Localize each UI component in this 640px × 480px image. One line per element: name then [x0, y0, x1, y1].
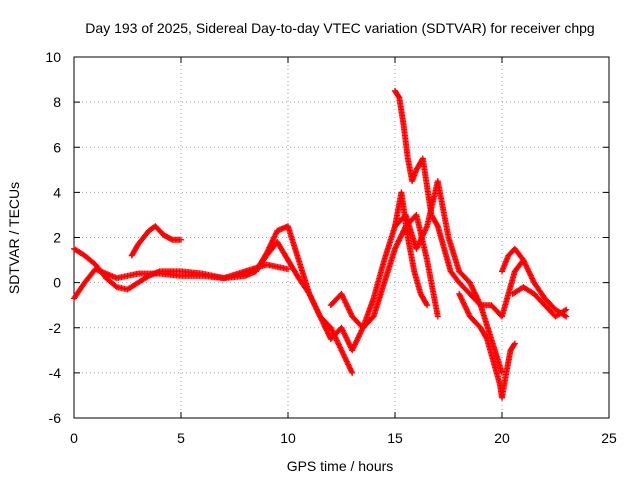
axis-ticks: 0 5 10 15 20 25 -6 -4 -2 0 2 4 6 8 10: [45, 49, 617, 446]
data-point: [112, 283, 119, 290]
x-tick-label: 5: [177, 430, 185, 446]
y-tick-label: -6: [49, 410, 62, 426]
y-tick-label: -2: [49, 320, 62, 336]
data-point: [561, 312, 568, 319]
data-point: [511, 341, 518, 348]
y-tick-label: 0: [53, 275, 61, 291]
x-axis-label: GPS time / hours: [287, 458, 394, 474]
data-point: [285, 266, 291, 273]
data-point: [563, 313, 570, 320]
data-point: [434, 221, 441, 228]
data-points: [71, 87, 570, 401]
y-axis-label: SDTVAR / TECUs: [6, 182, 22, 294]
grid: [74, 57, 609, 418]
data-point: [178, 236, 184, 243]
x-tick-label: 0: [70, 430, 78, 446]
data-point: [424, 302, 431, 309]
data-point: [434, 313, 441, 320]
data-point: [423, 300, 430, 307]
x-tick-label: 15: [387, 430, 403, 446]
x-tick-label: 20: [494, 430, 510, 446]
y-tick-label: 4: [53, 184, 61, 200]
chart-title: Day 193 of 2025, Sidereal Day-to-day VTE…: [85, 20, 594, 36]
y-tick-label: 6: [53, 139, 61, 155]
data-point: [483, 334, 490, 341]
y-tick-label: 8: [53, 94, 61, 110]
y-tick-label: 2: [53, 230, 61, 246]
data-point: [563, 306, 570, 313]
data-point: [511, 340, 518, 347]
x-tick-label: 25: [601, 430, 617, 446]
y-tick-label: -4: [49, 365, 62, 381]
y-tick-label: 10: [45, 49, 61, 65]
x-tick-label: 10: [280, 430, 296, 446]
data-point: [561, 307, 568, 314]
data-point: [349, 369, 356, 376]
